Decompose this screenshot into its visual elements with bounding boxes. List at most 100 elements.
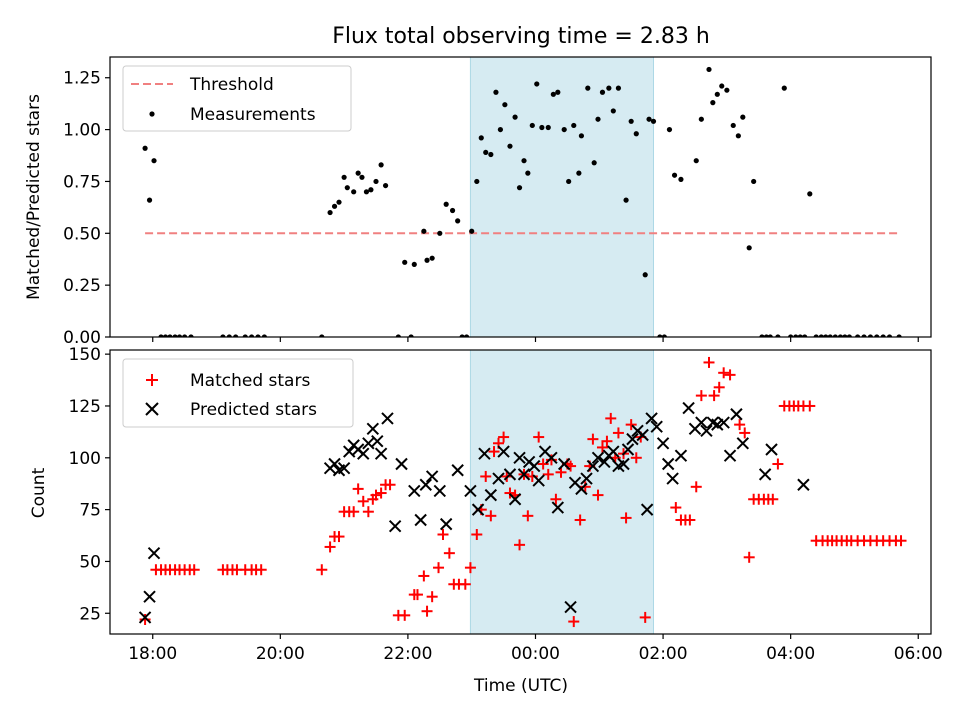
- predicted-star-marker: [682, 401, 695, 415]
- matched-star-marker: [713, 381, 725, 393]
- matched-star-marker: [695, 390, 707, 402]
- measurement-point: [424, 257, 430, 263]
- measurement-point: [610, 108, 616, 114]
- measurement-point: [421, 228, 427, 234]
- measurement-point: [880, 334, 886, 337]
- predicted-star-marker: [758, 468, 772, 481]
- measurement-point: [763, 334, 770, 337]
- matched-star-marker: [718, 367, 730, 379]
- measurement-point: [698, 116, 704, 122]
- predicted-star-marker: [517, 468, 531, 481]
- matched-star-marker: [443, 547, 455, 559]
- measurement-point: [775, 334, 781, 337]
- measurement-point: [249, 334, 255, 337]
- predicted-star-marker: [414, 513, 427, 527]
- bottom-y-tick-label: 75: [79, 501, 101, 521]
- predicted-star-marker: [433, 484, 447, 498]
- bottom-observing-window-shade: [469, 349, 655, 635]
- measurement-point: [429, 255, 435, 261]
- measurement-point: [220, 334, 226, 337]
- bottom-y-tick-label: 50: [79, 552, 101, 572]
- matched-star-marker: [426, 591, 438, 603]
- predicted-star-marker: [366, 422, 380, 435]
- matched-stars-points: [139, 356, 907, 628]
- measurement-point: [855, 334, 861, 337]
- predicted-star-marker: [645, 412, 658, 425]
- matched-star-marker: [375, 487, 387, 499]
- measurement-point: [561, 126, 567, 133]
- measurement-point: [661, 334, 667, 337]
- top-axes-frame: [109, 56, 932, 338]
- measurement-point: [521, 158, 527, 164]
- measurement-point: [188, 334, 194, 337]
- predicted-star-marker: [557, 457, 571, 471]
- matched-star-marker: [895, 535, 907, 547]
- predicted-star-marker: [575, 482, 588, 496]
- predicted-star-marker: [700, 424, 713, 438]
- measurement-point: [182, 334, 188, 337]
- top-y-tick-label: 0.00: [63, 328, 101, 348]
- matched-star-marker: [522, 510, 534, 522]
- measurement-point: [646, 116, 652, 122]
- measurement-point: [874, 334, 880, 337]
- matched-star-marker: [488, 446, 500, 458]
- measurement-point: [591, 160, 597, 166]
- measurement-point: [585, 85, 591, 91]
- matched-star-marker: [139, 613, 151, 625]
- predicted-star-marker: [419, 478, 432, 491]
- measurement-point: [336, 199, 342, 205]
- matched-star-marker: [739, 427, 751, 439]
- matched-star-marker: [188, 564, 200, 576]
- bottom-legend-box: [122, 358, 354, 428]
- matched-star-marker: [724, 369, 736, 381]
- matched-star-marker: [743, 551, 755, 563]
- measurement-point: [331, 203, 338, 209]
- measurement-point: [378, 162, 384, 168]
- measurement-point: [714, 91, 720, 97]
- measurement-point: [395, 334, 401, 337]
- measurement-point: [437, 230, 443, 236]
- measurement-point: [832, 334, 838, 337]
- predicted-star-marker: [492, 472, 505, 485]
- matched-star-marker: [579, 481, 591, 493]
- measurement-point: [724, 87, 730, 93]
- bottom-x-axis-label: Time (UTC): [473, 676, 568, 696]
- bottom-x-tick-label: 22:00: [383, 644, 432, 664]
- predicted-star-marker: [464, 484, 477, 498]
- measurement-point: [411, 261, 417, 268]
- predicted-star-marker: [607, 445, 620, 458]
- measurement-point: [233, 334, 239, 337]
- matched-star-marker: [464, 562, 476, 574]
- measurement-point: [571, 122, 577, 129]
- measurement-point: [443, 201, 449, 207]
- measurement-point: [459, 334, 465, 337]
- predicted-star-marker: [598, 455, 611, 469]
- measurement-point: [382, 182, 389, 189]
- matched-star-marker: [399, 609, 411, 621]
- top-y-tick-label: 0.50: [63, 224, 101, 244]
- predicted-star-marker: [723, 449, 737, 462]
- measurement-point: [802, 334, 808, 337]
- top-y-tick-label: 1.25: [63, 69, 101, 89]
- top-y-axis: 0.00 0.25 0.50 0.75 1.00 1.25: [63, 69, 110, 348]
- matched-star-marker: [690, 481, 702, 493]
- measurement-point: [719, 83, 725, 89]
- measurement-point: [359, 174, 365, 180]
- measurement-point: [483, 149, 489, 156]
- legend-measurements-label: Measurements: [190, 105, 316, 125]
- measurement-point: [319, 334, 325, 337]
- matched-star-marker: [433, 562, 445, 574]
- matched-star-marker: [421, 605, 433, 617]
- predicted-star-marker: [143, 590, 156, 603]
- predicted-star-marker: [528, 459, 541, 473]
- predicted-star-marker: [580, 472, 593, 485]
- measurement-point: [355, 170, 361, 176]
- measurement-point: [363, 189, 370, 195]
- matched-star-marker: [574, 514, 586, 526]
- matched-star-marker: [348, 506, 360, 518]
- measurement-point: [678, 176, 684, 182]
- predicted-star-marker: [508, 493, 522, 506]
- predicted-star-marker: [425, 470, 439, 483]
- matched-star-marker: [533, 431, 545, 443]
